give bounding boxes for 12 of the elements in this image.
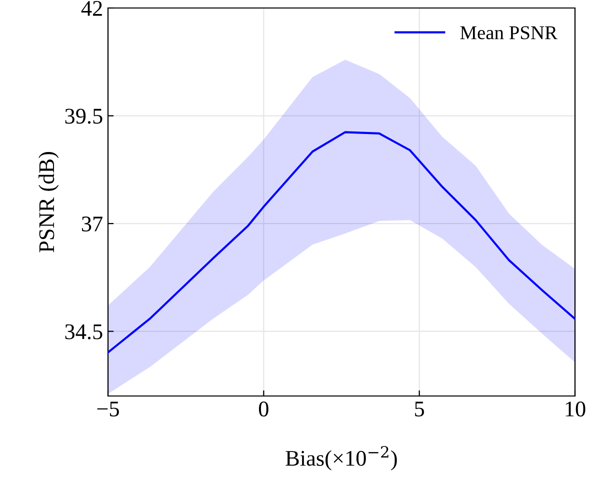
y-tick-label: 37 <box>82 216 102 232</box>
x-tick-label: −5 <box>97 402 119 416</box>
y-tick-label: 34.5 <box>65 324 102 340</box>
y-axis-title: PSNR (dB) <box>38 152 59 252</box>
x-tick-label: 0 <box>258 402 268 416</box>
y-tick-label: 42 <box>81 0 102 16</box>
x-tick-label: 10 <box>566 402 586 416</box>
line-series <box>108 131 575 354</box>
y-tick-label: 39.5 <box>65 108 102 124</box>
x-tick-label: 5 <box>415 402 424 416</box>
x-axis-title: Bias(×10$^{−2}$) <box>286 446 397 470</box>
legend-label: Mean PSNR <box>460 26 558 40</box>
